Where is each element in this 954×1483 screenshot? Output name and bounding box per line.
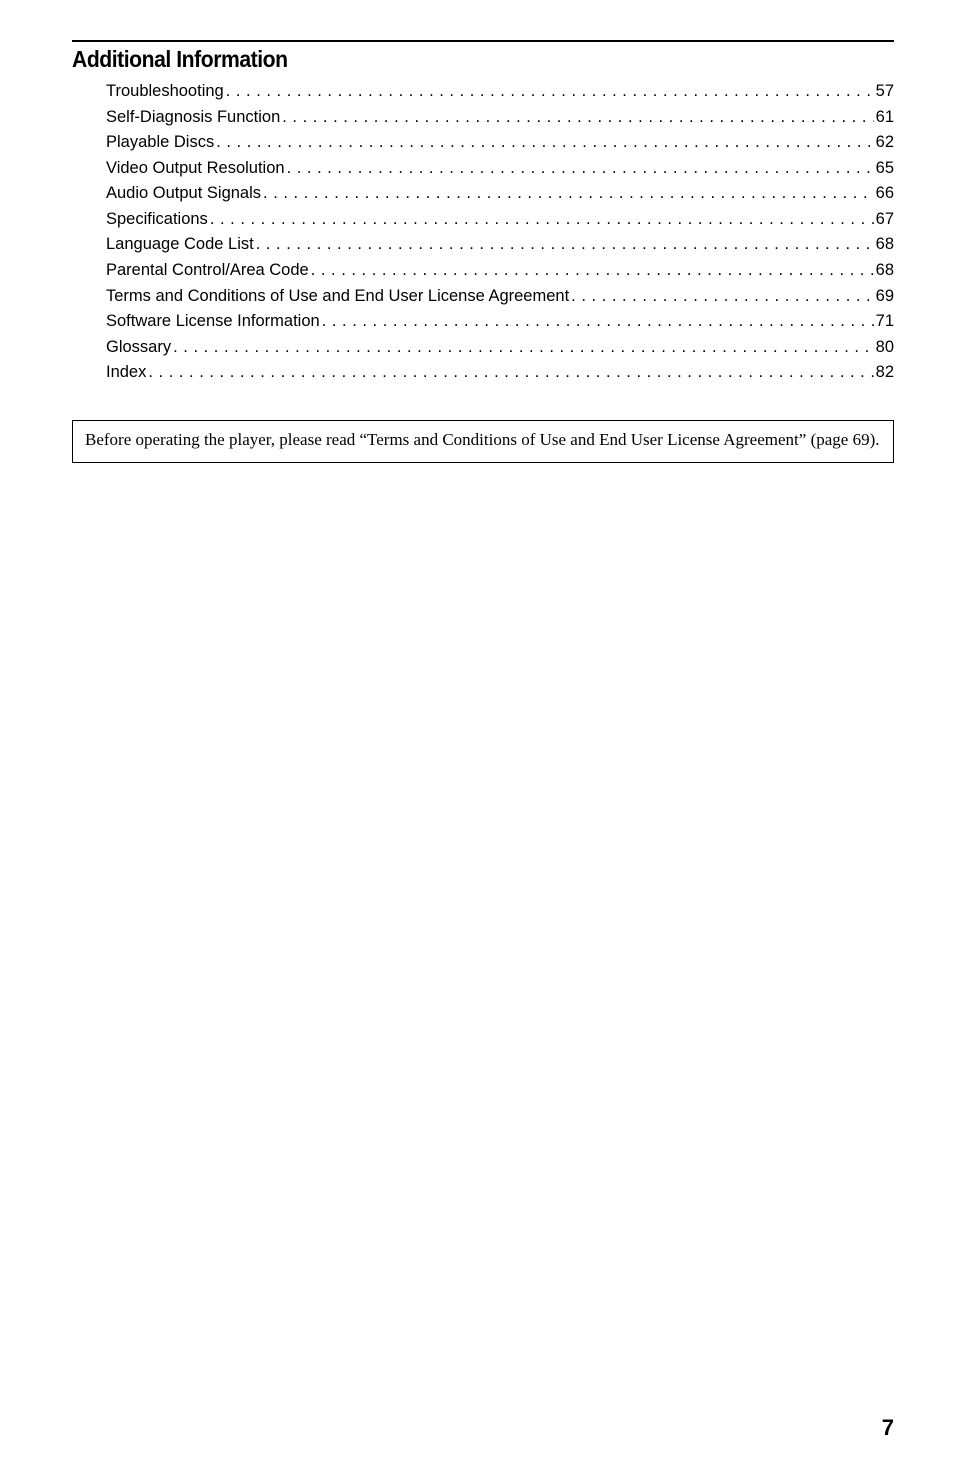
toc-page: 69 xyxy=(876,284,894,310)
toc-page: 66 xyxy=(876,181,894,207)
toc-entry: Self-Diagnosis Function 61 xyxy=(106,105,894,131)
toc-leader xyxy=(263,181,874,207)
toc-label: Index xyxy=(106,360,146,386)
section-divider xyxy=(72,40,894,42)
toc-entry: Troubleshooting 57 xyxy=(106,79,894,105)
toc-page: 82 xyxy=(876,360,894,386)
toc-label: Glossary xyxy=(106,335,171,361)
toc-leader xyxy=(287,156,874,182)
toc-entry: Parental Control/Area Code 68 xyxy=(106,258,894,284)
toc-label: Software License Information xyxy=(106,309,320,335)
toc-label: Language Code List xyxy=(106,232,254,258)
note-text: Before operating the player, please read… xyxy=(85,430,879,449)
toc-leader xyxy=(256,232,874,258)
toc-label: Parental Control/Area Code xyxy=(106,258,309,284)
toc-entry: Language Code List 68 xyxy=(106,232,894,258)
toc-entry: Specifications 67 xyxy=(106,207,894,233)
toc-page: 65 xyxy=(876,156,894,182)
document-page: Additional Information Troubleshooting 5… xyxy=(0,0,954,1483)
toc-entry: Terms and Conditions of Use and End User… xyxy=(106,284,894,310)
toc-entry: Glossary 80 xyxy=(106,335,894,361)
toc-entry: Software License Information 71 xyxy=(106,309,894,335)
toc-leader xyxy=(311,258,874,284)
toc-label: Video Output Resolution xyxy=(106,156,285,182)
page-number: 7 xyxy=(882,1415,894,1441)
toc-leader xyxy=(322,309,874,335)
toc-page: 80 xyxy=(876,335,894,361)
note-box: Before operating the player, please read… xyxy=(72,420,894,463)
toc-page: 68 xyxy=(876,232,894,258)
section-title: Additional Information xyxy=(72,46,828,73)
toc-entry: Audio Output Signals 66 xyxy=(106,181,894,207)
toc-leader xyxy=(226,79,874,105)
toc-leader xyxy=(173,335,874,361)
toc-leader xyxy=(571,284,873,310)
toc-leader xyxy=(216,130,873,156)
toc-leader xyxy=(282,105,873,131)
toc-label: Terms and Conditions of Use and End User… xyxy=(106,284,569,310)
table-of-contents: Troubleshooting 57 Self-Diagnosis Functi… xyxy=(72,79,894,386)
toc-leader xyxy=(210,207,874,233)
toc-page: 71 xyxy=(876,309,894,335)
toc-page: 57 xyxy=(876,79,894,105)
toc-label: Playable Discs xyxy=(106,130,214,156)
toc-page: 67 xyxy=(876,207,894,233)
toc-page: 68 xyxy=(876,258,894,284)
toc-entry: Index 82 xyxy=(106,360,894,386)
toc-entry: Playable Discs 62 xyxy=(106,130,894,156)
toc-leader xyxy=(148,360,873,386)
toc-page: 61 xyxy=(876,105,894,131)
toc-entry: Video Output Resolution 65 xyxy=(106,156,894,182)
toc-label: Audio Output Signals xyxy=(106,181,261,207)
toc-label: Self-Diagnosis Function xyxy=(106,105,280,131)
toc-label: Troubleshooting xyxy=(106,79,224,105)
toc-label: Specifications xyxy=(106,207,208,233)
toc-page: 62 xyxy=(876,130,894,156)
